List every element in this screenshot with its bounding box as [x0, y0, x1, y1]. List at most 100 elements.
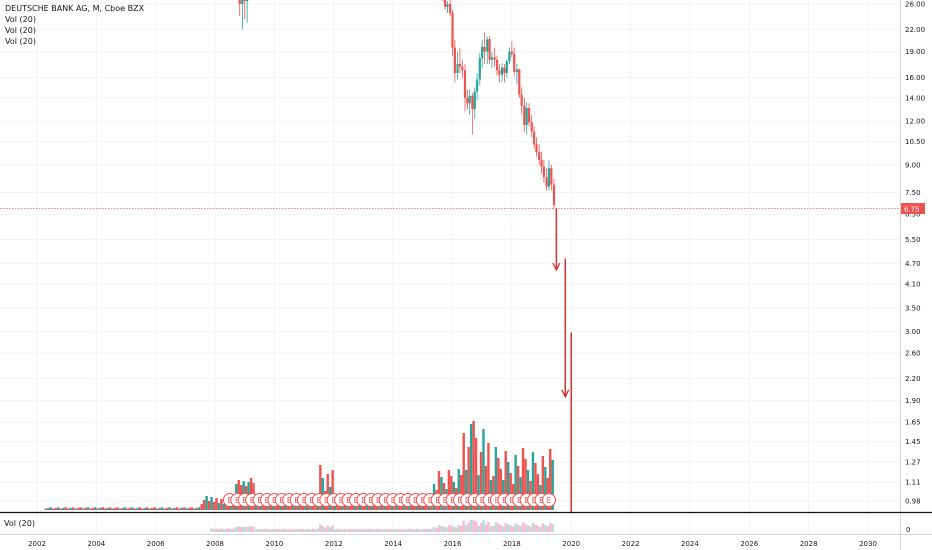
- x-tick-label: 2002: [28, 540, 46, 548]
- volume-pane-bar: [482, 520, 485, 532]
- volume-bar: [183, 507, 186, 510]
- volume-axis-zero: 0: [906, 526, 910, 534]
- volume-bar: [507, 462, 510, 510]
- volume-pane-bar: [333, 529, 337, 532]
- legend-symbol[interactable]: DEUTSCHE BANK AG, M, Cboe BZX: [5, 4, 145, 13]
- candle-body: [446, 4, 449, 7]
- volume-pane-bar: [437, 525, 441, 532]
- volume-pane-bar: [299, 528, 302, 532]
- volume-pane-bar: [544, 524, 547, 532]
- earnings-marker-circle: [541, 493, 556, 507]
- candle: [443, 0, 447, 10]
- volume-bar: [180, 507, 184, 510]
- candle: [503, 64, 506, 83]
- volume-bar: [91, 507, 95, 510]
- volume-pane-bar: [504, 522, 507, 532]
- volume-bar: [94, 507, 97, 510]
- volume-bar: [96, 508, 100, 510]
- volume-bar: [484, 466, 488, 510]
- volume-pane-bar: [341, 529, 344, 532]
- volume-bar: [141, 508, 144, 510]
- volume-pane-bar: [274, 529, 278, 532]
- volume-bar: [544, 467, 547, 510]
- legend-indicator[interactable]: Vol (20): [5, 26, 36, 35]
- volume-pane-bar: [225, 528, 228, 532]
- y-tick-label: 3.00: [905, 328, 921, 336]
- volume-bar: [274, 504, 278, 510]
- volume-pane-label[interactable]: Vol (20): [4, 519, 35, 528]
- volume-pane-bar: [371, 529, 374, 532]
- candle-body: [461, 66, 464, 71]
- volume-bar: [418, 503, 421, 510]
- volume-bar: [101, 507, 104, 510]
- volume-pane-bar: [249, 526, 253, 532]
- volume-bar: [286, 505, 290, 510]
- volume-bar: [373, 505, 376, 510]
- volume-pane-bar: [445, 527, 448, 532]
- candle: [533, 126, 536, 149]
- volume-pane-bar: [289, 528, 292, 532]
- volume-bar: [153, 507, 156, 510]
- volume-pane-bar: [442, 526, 446, 532]
- volume-bar: [494, 447, 498, 510]
- volume-pane-bar: [420, 529, 423, 532]
- candle-body: [552, 184, 556, 206]
- volume-bar: [474, 438, 478, 510]
- volume-pane-bar: [383, 528, 386, 532]
- earnings-marker-label: E: [524, 496, 529, 505]
- volume-pane-bar: [534, 524, 537, 532]
- volume-pane-bar: [422, 528, 426, 532]
- earnings-marker-label: E: [443, 496, 448, 505]
- time-axis[interactable]: 2002 2004 2006 2008 2010 2012 2014 2016 2018 2020…: [28, 540, 877, 548]
- y-tick-label: 26.00: [905, 1, 925, 9]
- volume-bar: [168, 507, 171, 510]
- earnings-marker-label: E: [495, 496, 500, 505]
- volume-bar: [99, 507, 102, 510]
- volume-pane-bar: [398, 529, 401, 532]
- volume-pane-bar: [464, 525, 468, 532]
- earnings-marker[interactable]: E: [541, 493, 556, 507]
- earnings-marker-label: E: [458, 496, 463, 505]
- candle-body: [451, 13, 454, 48]
- volume-bar: [116, 507, 119, 510]
- volume-bar: [197, 507, 201, 510]
- earnings-marker-label: E: [369, 496, 374, 505]
- volume-pane-bar: [519, 526, 522, 532]
- earnings-marker-label: E: [532, 496, 537, 505]
- volume-pane-bar: [215, 528, 218, 532]
- volume-bar: [163, 508, 166, 510]
- candle: [520, 87, 523, 114]
- candle-body: [243, 0, 246, 2]
- x-tick-label: 2008: [206, 540, 224, 548]
- volume-bar: [79, 507, 82, 510]
- volume-bar: [460, 475, 463, 510]
- volume-bar: [551, 460, 554, 510]
- volume-pane-bar: [507, 524, 510, 532]
- candle-body: [547, 168, 551, 187]
- candle-body: [503, 67, 506, 73]
- volume-pane-bar: [549, 522, 552, 532]
- volume-pane-bar: [336, 528, 339, 532]
- legend-indicator[interactable]: Vol (20): [5, 15, 36, 24]
- volume-bar: [86, 507, 90, 510]
- volume-bar: [158, 507, 161, 510]
- volume-pane-bar: [462, 520, 465, 532]
- legend-indicator[interactable]: Vol (20): [5, 37, 36, 46]
- volume-pane-bar: [351, 529, 354, 532]
- earnings-marker-label: E: [265, 496, 270, 505]
- price-axis[interactable]: 0.98 1.11 1.27 1.45 1.65 1.90 2.20 2.60 3.00 3.50…: [905, 1, 925, 506]
- volume-pane-bar: [316, 528, 320, 532]
- volume-bar: [333, 505, 337, 510]
- volume-pane-bar: [380, 529, 384, 532]
- volume-bar: [304, 505, 307, 510]
- earnings-marker-label: E: [480, 496, 485, 505]
- y-tick-label: 1.27: [905, 458, 921, 466]
- volume-bar: [319, 465, 322, 510]
- candle: [540, 151, 543, 174]
- volume-bar: [195, 507, 198, 510]
- volume-pane-bar: [425, 529, 428, 532]
- volume-bar: [200, 504, 203, 510]
- volume-bar: [173, 507, 176, 510]
